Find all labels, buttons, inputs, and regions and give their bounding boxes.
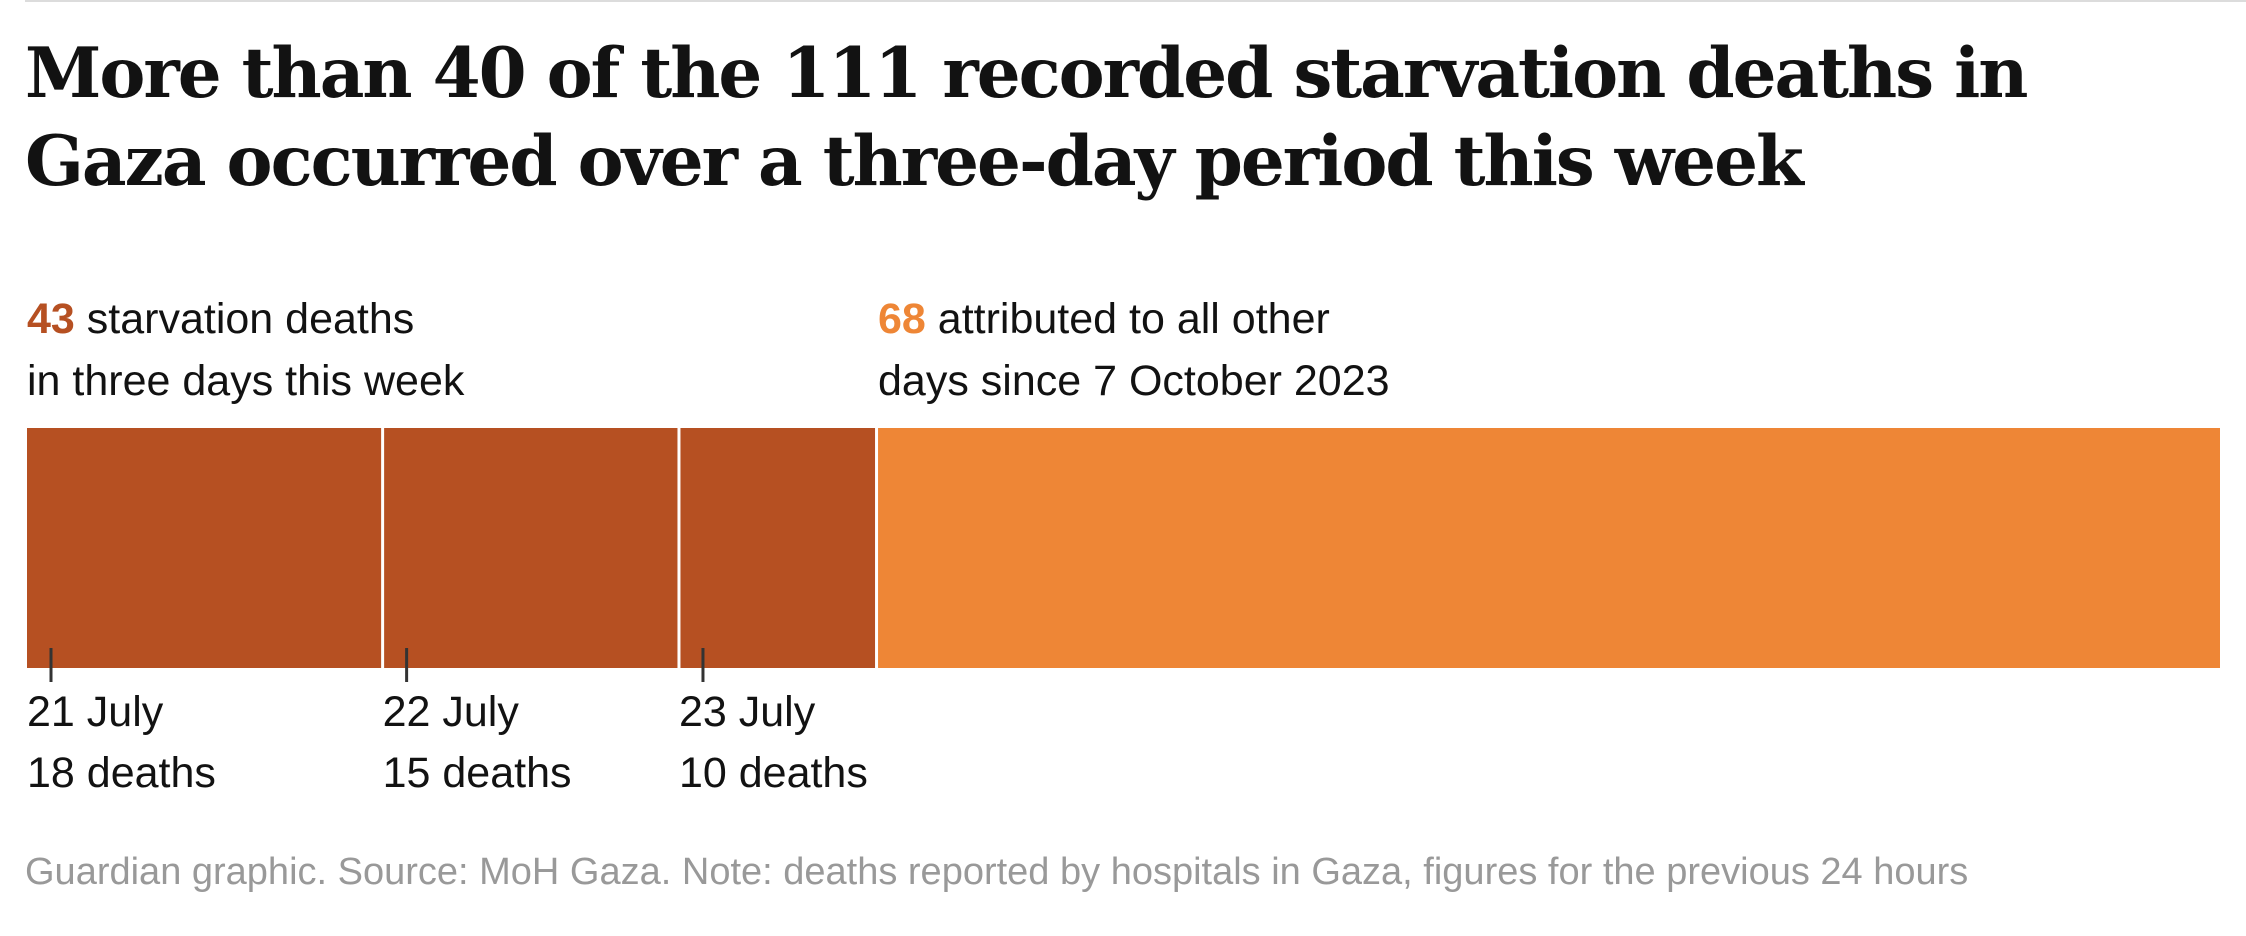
annotation-other-days-number: 68 — [878, 295, 926, 343]
annotation-other-days-text: attributed to all other — [925, 295, 1330, 343]
segment-date-label: 23 July — [679, 688, 816, 736]
annotation-three-days: 43 starvation deaths in three days this … — [27, 288, 464, 412]
segment-value-label: 18 deaths — [27, 749, 216, 797]
annotation-three-days-line2: in three days this week — [27, 357, 465, 405]
segment-date-label: 21 July — [27, 688, 164, 736]
annotation-other-days: 68 attributed to all other days since 7 … — [878, 288, 1390, 412]
segment-date-label: 22 July — [383, 688, 520, 736]
annotation-other-days-line2: days since 7 October 2023 — [878, 357, 1390, 405]
bar-segment — [876, 428, 2220, 668]
bar-segment — [678, 428, 877, 668]
bar-segment — [382, 428, 679, 668]
bar-segment — [27, 428, 383, 668]
annotation-three-days-number: 43 — [27, 295, 75, 343]
annotation-three-days-line1: 43 starvation deaths — [27, 288, 464, 350]
chart-title: More than 40 of the 111 recorded starvat… — [25, 33, 2028, 202]
annotation-three-days-text: starvation deaths — [74, 295, 415, 343]
segment-value-label: 15 deaths — [383, 749, 572, 797]
top-rule — [25, 0, 2246, 2]
segment-value-label: 10 deaths — [679, 749, 868, 797]
source-note: Guardian graphic. Source: MoH Gaza. Note… — [25, 851, 1969, 893]
annotation-other-days-line1: 68 attributed to all other — [878, 288, 1390, 350]
